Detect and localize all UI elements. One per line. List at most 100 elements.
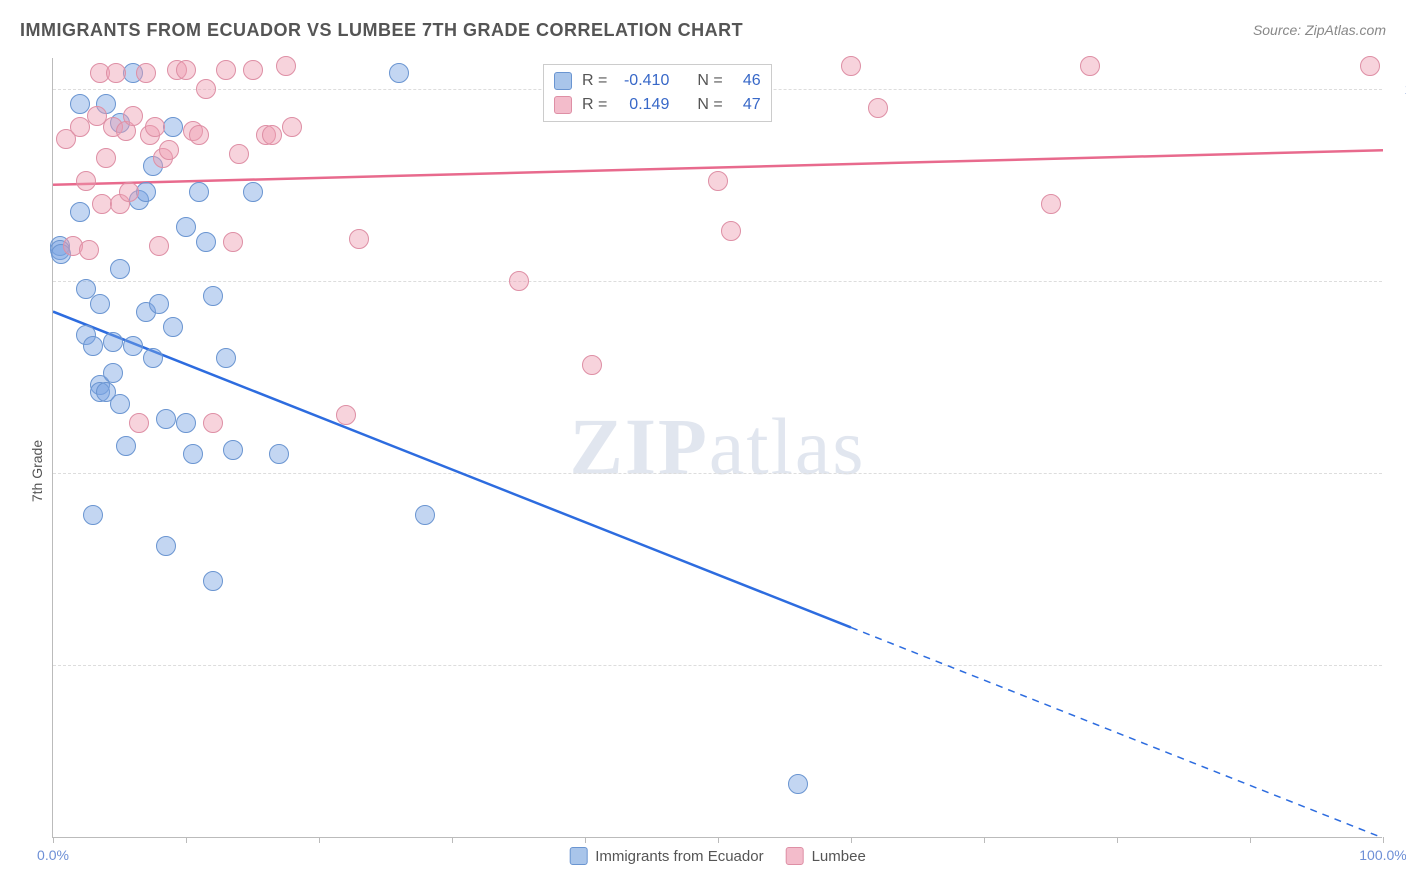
x-tick bbox=[718, 837, 719, 843]
data-point bbox=[1360, 56, 1380, 76]
data-point bbox=[415, 505, 435, 525]
data-point bbox=[229, 144, 249, 164]
data-point bbox=[223, 232, 243, 252]
r-value: -0.410 bbox=[617, 72, 669, 90]
n-label: N = bbox=[697, 96, 722, 114]
data-point bbox=[243, 60, 263, 80]
n-value: 46 bbox=[733, 72, 761, 90]
data-point bbox=[136, 182, 156, 202]
x-tick bbox=[984, 837, 985, 843]
x-tick bbox=[452, 837, 453, 843]
y-tick-label: 90.0% bbox=[1392, 465, 1406, 481]
x-tick-label: 0.0% bbox=[37, 847, 69, 863]
data-point bbox=[868, 98, 888, 118]
plot-container: 7th Grade ZIPatlas Immigrants from Ecuad… bbox=[0, 50, 1406, 892]
y-gridline bbox=[53, 281, 1382, 282]
data-point bbox=[203, 413, 223, 433]
data-point bbox=[243, 182, 263, 202]
data-point bbox=[203, 571, 223, 591]
n-value: 47 bbox=[733, 96, 761, 114]
watermark-light: atlas bbox=[709, 403, 866, 491]
data-point bbox=[79, 240, 99, 260]
data-point bbox=[841, 56, 861, 76]
r-label: R = bbox=[582, 72, 607, 90]
y-gridline bbox=[53, 473, 1382, 474]
source-value: ZipAtlas.com bbox=[1305, 22, 1386, 38]
data-point bbox=[389, 63, 409, 83]
r-value: 0.149 bbox=[617, 96, 669, 114]
y-tick-label: 85.0% bbox=[1392, 657, 1406, 673]
y-tick-label: 100.0% bbox=[1392, 81, 1406, 97]
data-point bbox=[96, 148, 116, 168]
data-point bbox=[123, 106, 143, 126]
data-point bbox=[116, 436, 136, 456]
data-point bbox=[103, 363, 123, 383]
data-point bbox=[189, 125, 209, 145]
legend-label: Lumbee bbox=[812, 848, 866, 865]
data-point bbox=[223, 440, 243, 460]
regression-line-dashed bbox=[851, 627, 1383, 838]
data-point bbox=[70, 202, 90, 222]
data-point bbox=[103, 332, 123, 352]
data-point bbox=[276, 56, 296, 76]
x-tick bbox=[851, 837, 852, 843]
data-point bbox=[159, 140, 179, 160]
x-tick bbox=[186, 837, 187, 843]
source-attribution: Source: ZipAtlas.com bbox=[1253, 22, 1386, 38]
data-point bbox=[282, 117, 302, 137]
data-point bbox=[708, 171, 728, 191]
data-point bbox=[110, 259, 130, 279]
data-point bbox=[123, 336, 143, 356]
correlation-legend: R = -0.410 N = 46 R = 0.149 N = 47 bbox=[543, 64, 772, 122]
regression-line-solid bbox=[53, 312, 851, 628]
source-label: Source: bbox=[1253, 22, 1305, 38]
data-point bbox=[1041, 194, 1061, 214]
x-tick bbox=[1250, 837, 1251, 843]
watermark-bold: ZIP bbox=[570, 403, 709, 491]
y-tick-label: 95.0% bbox=[1392, 273, 1406, 289]
data-point bbox=[149, 236, 169, 256]
data-point bbox=[196, 79, 216, 99]
data-point bbox=[136, 63, 156, 83]
x-tick bbox=[53, 837, 54, 843]
data-point bbox=[145, 117, 165, 137]
data-point bbox=[156, 409, 176, 429]
legend-label: Immigrants from Ecuador bbox=[595, 848, 763, 865]
r-label: R = bbox=[582, 96, 607, 114]
data-point bbox=[183, 444, 203, 464]
data-point bbox=[163, 317, 183, 337]
legend-swatch bbox=[554, 96, 572, 114]
data-point bbox=[176, 413, 196, 433]
x-tick bbox=[1117, 837, 1118, 843]
data-point bbox=[83, 505, 103, 525]
data-point bbox=[203, 286, 223, 306]
data-point bbox=[119, 182, 139, 202]
data-point bbox=[163, 117, 183, 137]
data-point bbox=[349, 229, 369, 249]
legend-item: Immigrants from Ecuador bbox=[569, 847, 763, 865]
x-tick bbox=[1383, 837, 1384, 843]
data-point bbox=[721, 221, 741, 241]
data-point bbox=[129, 413, 149, 433]
data-point bbox=[262, 125, 282, 145]
data-point bbox=[176, 217, 196, 237]
data-point bbox=[110, 394, 130, 414]
data-point bbox=[582, 355, 602, 375]
data-point bbox=[216, 60, 236, 80]
correlation-legend-row: R = 0.149 N = 47 bbox=[554, 93, 761, 117]
data-point bbox=[196, 232, 216, 252]
x-tick bbox=[319, 837, 320, 843]
data-point bbox=[509, 271, 529, 291]
x-tick bbox=[585, 837, 586, 843]
data-point bbox=[156, 536, 176, 556]
n-label: N = bbox=[697, 72, 722, 90]
y-axis-label: 7th Grade bbox=[29, 440, 45, 502]
x-tick-label: 100.0% bbox=[1359, 847, 1406, 863]
legend-swatch bbox=[554, 72, 572, 90]
chart-header: IMMIGRANTS FROM ECUADOR VS LUMBEE 7TH GR… bbox=[0, 0, 1406, 50]
data-point bbox=[336, 405, 356, 425]
data-point bbox=[176, 60, 196, 80]
data-point bbox=[90, 294, 110, 314]
data-point bbox=[216, 348, 236, 368]
data-point bbox=[76, 171, 96, 191]
